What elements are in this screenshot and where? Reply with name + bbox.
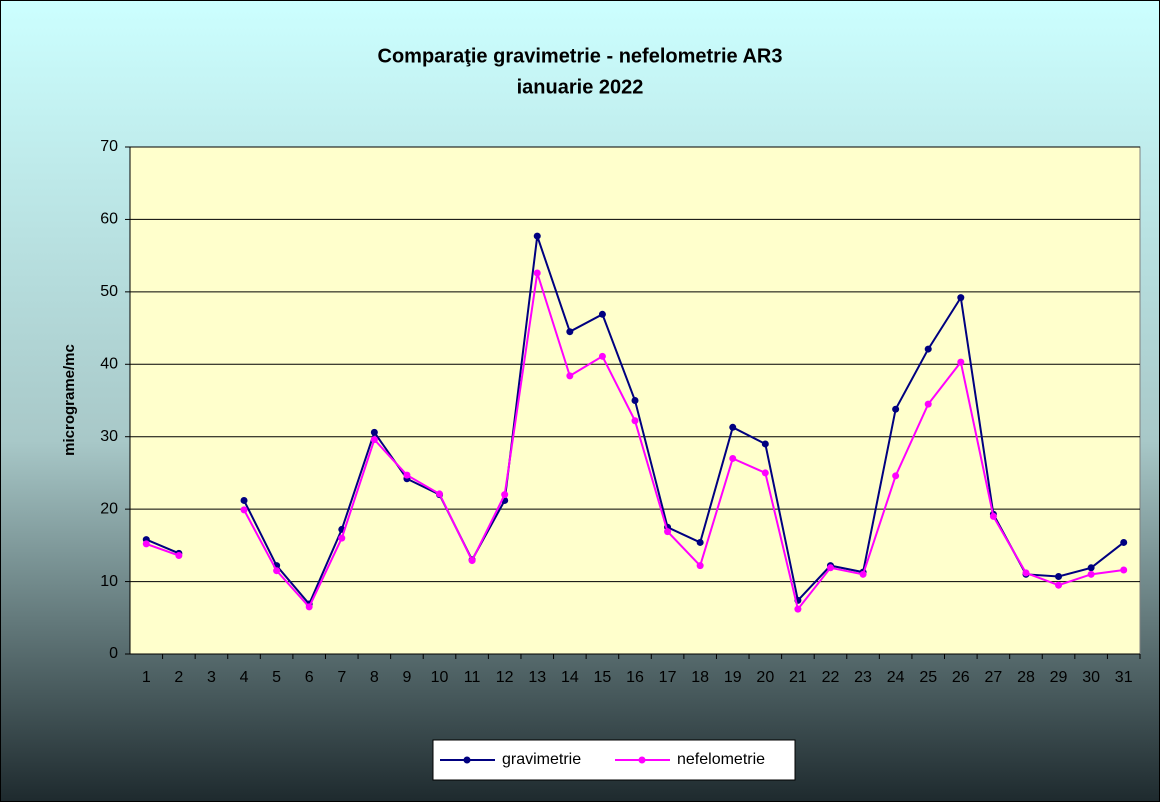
chart-title: Comparaţie gravimetrie - nefelometrie AR…: [378, 45, 783, 67]
x-tick-label: 17: [659, 669, 677, 686]
x-tick-label: 11: [464, 669, 481, 686]
x-tick-label: 23: [854, 669, 872, 686]
point: [826, 564, 834, 572]
point: [892, 405, 900, 413]
point: [436, 490, 444, 498]
x-tick-label: 5: [272, 669, 281, 686]
point: [1055, 581, 1063, 589]
x-tick-label: 24: [887, 669, 905, 686]
point: [370, 436, 378, 444]
y-tick-label: 20: [100, 500, 118, 517]
point: [729, 454, 737, 462]
series-line: [145, 272, 1124, 612]
legend-marker: [463, 756, 471, 764]
x-tick-label: 14: [561, 669, 579, 686]
x-tick-label: 2: [174, 669, 183, 686]
x-tick-label: 19: [724, 669, 742, 686]
x-tick-label: 4: [240, 669, 249, 686]
x-tick-label: 27: [984, 669, 1002, 686]
y-tick-label: 70: [100, 138, 118, 155]
x-tick-label: 15: [594, 669, 612, 686]
point: [240, 496, 248, 504]
x-tick-label: 30: [1082, 669, 1100, 686]
x-tick-label: 8: [370, 669, 379, 686]
point: [338, 534, 346, 542]
x-tick-label: 6: [305, 669, 314, 686]
point: [729, 423, 737, 431]
x-tick-label: 13: [528, 669, 546, 686]
point: [370, 428, 378, 436]
point: [1120, 566, 1128, 574]
point: [859, 570, 867, 578]
point: [696, 538, 704, 546]
point: [631, 397, 639, 404]
series-line: [145, 235, 1125, 606]
point: [761, 440, 769, 448]
legend-marker: [638, 756, 646, 764]
legend-label: nefelometrie: [677, 751, 765, 768]
point: [566, 328, 574, 336]
x-tick-label: 28: [1017, 669, 1035, 686]
y-tick-label: 30: [100, 428, 118, 445]
x-tick-label: 18: [691, 669, 709, 686]
point: [1120, 538, 1128, 546]
point: [598, 310, 606, 318]
point: [598, 352, 606, 360]
chart-subtitle: ianuarie 2022: [517, 76, 644, 98]
y-tick-label: 50: [100, 283, 118, 300]
point: [761, 469, 769, 477]
point: [957, 358, 965, 366]
point: [696, 562, 704, 570]
x-tick-label: 3: [207, 669, 216, 686]
point: [501, 491, 509, 499]
x-tick-label: 12: [496, 669, 514, 686]
x-tick-label: 7: [337, 669, 346, 686]
point: [989, 512, 997, 520]
point: [1087, 570, 1095, 578]
x-tick-label: 21: [789, 669, 807, 686]
x-tick-label: 29: [1050, 669, 1068, 686]
point: [664, 528, 672, 536]
x-tick-label: 31: [1115, 669, 1133, 686]
point: [566, 372, 574, 380]
point: [957, 294, 965, 302]
x-tick-label: 1: [142, 669, 151, 686]
y-tick-label: 40: [100, 356, 118, 373]
x-tick-label: 10: [431, 669, 449, 686]
x-tick-label: 16: [626, 669, 644, 686]
point: [631, 417, 639, 425]
legend-label: gravimetrie: [502, 751, 581, 768]
y-tick-label: 10: [100, 573, 118, 590]
y-axis-label: micrograme/mc: [61, 344, 78, 456]
point: [305, 603, 313, 611]
y-tick-label: 60: [100, 211, 118, 228]
point: [240, 506, 248, 514]
point: [1055, 573, 1063, 581]
point: [142, 540, 150, 548]
point: [1087, 564, 1095, 572]
point: [175, 551, 183, 559]
x-tick-label: 20: [756, 669, 774, 686]
y-tick-label: 0: [109, 645, 118, 662]
x-tick-label: 25: [919, 669, 937, 686]
point: [794, 605, 802, 613]
point: [1022, 569, 1030, 577]
point: [924, 400, 932, 408]
point: [533, 269, 541, 277]
point: [924, 345, 932, 353]
x-tick-label: 22: [822, 669, 840, 686]
point: [468, 557, 476, 565]
point: [892, 472, 900, 480]
x-tick-label: 26: [952, 669, 970, 686]
point: [533, 232, 541, 240]
point: [403, 471, 411, 479]
x-tick-label: 9: [402, 669, 411, 686]
point: [273, 567, 281, 575]
